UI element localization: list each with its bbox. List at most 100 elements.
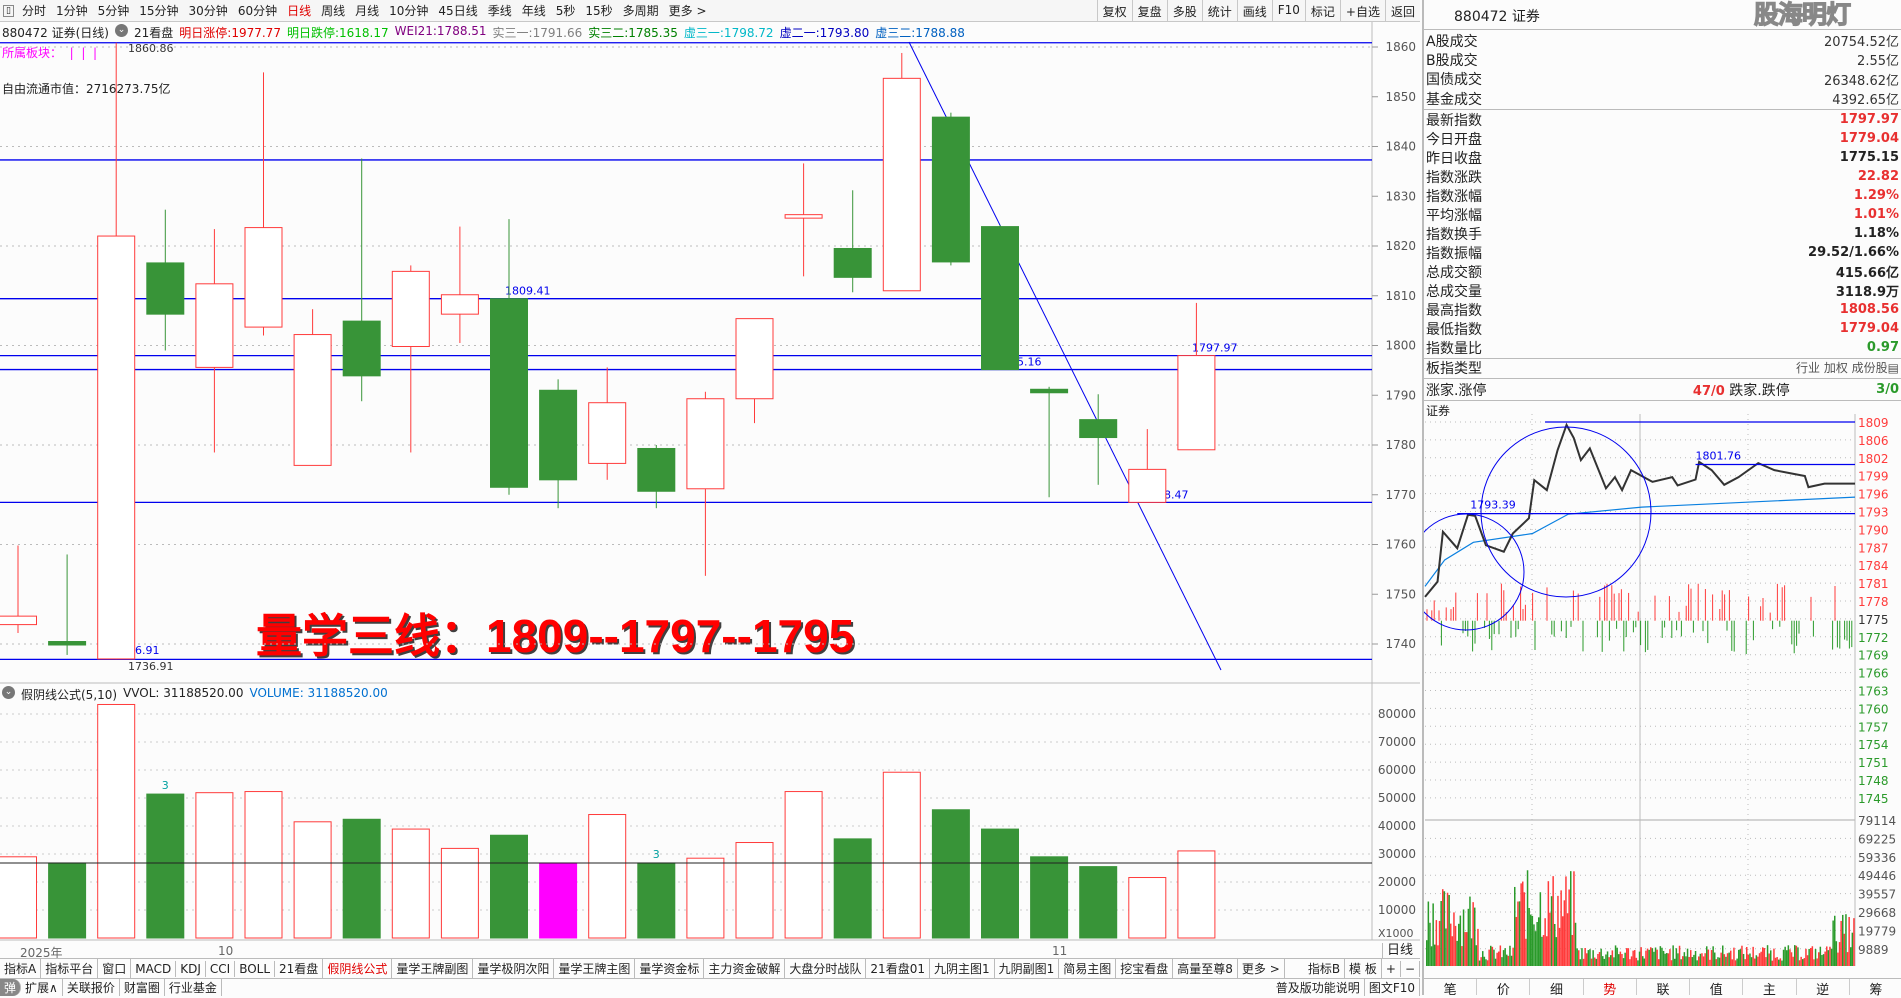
indicator-tab[interactable]: BOLL <box>235 960 276 977</box>
bottom-button[interactable]: 财富圈 <box>120 978 165 996</box>
type-value[interactable]: 行业 加权 成份股▤ <box>1796 361 1899 375</box>
indicator-tab[interactable]: 挖宝看盘 <box>1116 959 1174 978</box>
period-tab[interactable]: 多周期 <box>622 4 659 18</box>
intraday-volume-bar <box>1429 922 1431 966</box>
period-tab[interactable]: 分时 <box>21 4 46 18</box>
bottom-button[interactable]: 普及版功能说明 <box>1272 978 1365 996</box>
chevron-down-icon[interactable]: ⌄ <box>2 686 15 699</box>
indicator-tab[interactable]: 九阴副图1 <box>995 959 1060 978</box>
intraday-volume-bar <box>1578 950 1580 966</box>
volume-bar <box>981 828 1019 939</box>
intraday-volume-bar <box>1504 948 1506 966</box>
indicator-tab[interactable]: 高量至尊8 <box>1173 959 1238 978</box>
bottom-button[interactable]: 弹 <box>0 978 22 996</box>
chart-title: 880472 证券(日线) <box>2 26 109 40</box>
period-tab[interactable]: 月线 <box>355 4 380 18</box>
intraday-price-label: 1796 <box>1858 488 1889 502</box>
intraday-price-label: 1787 <box>1858 541 1889 555</box>
date-november: 11 <box>1052 944 1068 958</box>
volume-tick-label: 70000 <box>1378 735 1416 749</box>
intraday-volume-bar <box>1538 917 1540 966</box>
toolbar-button[interactable]: 画线 <box>1236 0 1272 21</box>
panel-tab[interactable]: 细 <box>1530 979 1584 998</box>
chevron-down-icon[interactable]: ⌄ <box>115 24 128 37</box>
intraday-volume-bar <box>1654 947 1657 966</box>
indicator-tab[interactable]: 大盘分时战队 <box>785 959 867 978</box>
panel-tab[interactable]: 值 <box>1690 979 1744 998</box>
intraday-volume-bar <box>1730 950 1732 966</box>
panel-tab[interactable]: 价 <box>1477 979 1531 998</box>
indicator-tab[interactable]: 量学资金标 <box>635 959 705 978</box>
indicator-tab[interactable]: 主力资金破解 <box>704 959 786 978</box>
bottom-button[interactable]: 行业基金 <box>165 978 222 996</box>
indicator-tab[interactable]: MACD <box>131 960 177 977</box>
indicator-tab[interactable]: 21看盘01 <box>866 959 930 978</box>
panel-tab[interactable]: 笔 <box>1424 979 1478 998</box>
volume-bar <box>784 791 823 939</box>
panel-tab[interactable]: 势 <box>1584 979 1637 998</box>
period-tab[interactable]: 15秒 <box>585 4 613 18</box>
period-tab[interactable]: 5秒 <box>555 4 576 18</box>
intraday-chart[interactable]: 1809 1806 1802 1799 1796 1793 1790 1787 1784 1781… <box>1424 400 1901 978</box>
tab-control[interactable]: − <box>1401 960 1420 977</box>
indicator-tab[interactable]: 九阴主图1 <box>930 959 995 978</box>
period-tab[interactable]: 季线 <box>487 4 512 18</box>
kline-chart[interactable]: 1860 1850 1840 1830 1820 1810 1800 1790 1780 1770… <box>0 0 1420 958</box>
period-tab[interactable]: 更多 > <box>668 4 707 18</box>
intraday-volume-bar <box>1754 958 1756 966</box>
indicator-tab[interactable]: 指标平台 <box>41 959 99 978</box>
intraday-volume-bar <box>1458 923 1460 966</box>
period-tab[interactable]: 周线 <box>321 4 346 18</box>
tab-control[interactable]: + <box>1382 960 1401 977</box>
sidebar-toggle-icon[interactable]: ▯ <box>3 4 14 17</box>
indicator-tab[interactable]: 量学王牌主图 <box>554 959 636 978</box>
intraday-volume-bar <box>1701 953 1703 966</box>
period-tab[interactable]: 15分钟 <box>139 4 179 18</box>
toolbar-button[interactable]: F10 <box>1271 0 1305 21</box>
toolbar-button[interactable]: +自选 <box>1339 0 1385 21</box>
intraday-volume-bar <box>1590 958 1593 966</box>
period-tab[interactable]: 日线 <box>287 4 312 18</box>
panel-name[interactable]: 21看盘 <box>134 26 174 40</box>
intraday-volume-bar <box>1574 922 1577 966</box>
toolbar-button[interactable]: 复权 <box>1096 0 1132 21</box>
intraday-volume-bar <box>1661 947 1663 966</box>
tab-control[interactable]: 指标B <box>1304 959 1346 978</box>
indicator-tab[interactable]: CCI <box>206 960 236 977</box>
bottom-button[interactable]: 扩展∧ <box>21 978 63 996</box>
panel-tab[interactable]: 主 <box>1743 979 1797 998</box>
intraday-volume-bar <box>1502 950 1505 966</box>
period-tab[interactable]: 30分钟 <box>188 4 228 18</box>
toolbar-button[interactable]: 统计 <box>1201 0 1237 21</box>
tab-control[interactable]: 模 板 <box>1345 959 1382 978</box>
period-tab[interactable]: 年线 <box>521 4 546 18</box>
toolbar-button[interactable]: 多股 <box>1166 0 1202 21</box>
panel-tab[interactable]: 筹 <box>1850 979 1901 998</box>
period-tab[interactable]: 45日线 <box>438 4 478 18</box>
indicator-tab[interactable]: 量学极阴次阳 <box>473 959 555 978</box>
panel-tab[interactable]: 逆 <box>1797 979 1850 998</box>
intraday-volume-bar <box>1714 952 1716 966</box>
indicator-tab[interactable]: 量学王牌副图 <box>392 959 474 978</box>
indicator-tab[interactable]: KDJ <box>176 960 206 977</box>
indicator-tab[interactable]: 简易主图 <box>1059 959 1117 978</box>
toolbar-button[interactable]: 复盘 <box>1131 0 1167 21</box>
period-tab[interactable]: 1分钟 <box>55 4 88 18</box>
toolbar-button[interactable]: 标记 <box>1304 0 1340 21</box>
toolbar-button[interactable]: 返回 <box>1384 0 1420 21</box>
period-tab[interactable]: 10分钟 <box>389 4 429 18</box>
indicator-tab[interactable]: 假阴线公式 <box>323 959 393 978</box>
intraday-volume-bar <box>1515 916 1518 966</box>
bottom-button[interactable]: 图文F10 <box>1365 978 1420 996</box>
indicator-tab[interactable]: 指标A <box>0 959 42 978</box>
intraday-volume-bar <box>1582 958 1585 966</box>
panel-tab[interactable]: 联 <box>1637 979 1691 998</box>
intraday-volume-bar <box>1509 945 1511 966</box>
period-tab[interactable]: 5分钟 <box>97 4 130 18</box>
indicator-tab[interactable]: 窗口 <box>98 959 132 978</box>
indicator-tab[interactable]: 更多 > <box>1238 959 1285 978</box>
indicator-tab[interactable]: 21看盘 <box>275 959 324 978</box>
candle-down <box>833 247 872 278</box>
bottom-button[interactable]: 关联报价 <box>63 978 120 996</box>
period-tab[interactable]: 60分钟 <box>237 4 278 18</box>
